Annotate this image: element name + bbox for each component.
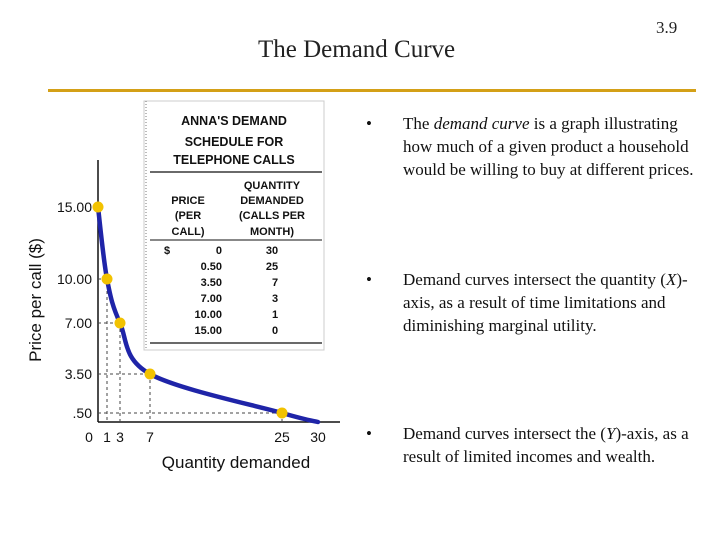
- y-tick-label: 10.00: [57, 271, 92, 287]
- quantity-header-line: (CALLS PER: [239, 210, 305, 222]
- y-tick-label: .50: [73, 405, 93, 421]
- bullet-text: Demand curves intersect the (: [403, 424, 606, 443]
- data-point: [276, 407, 288, 419]
- bullet-item: • The demand curve is a graph illustratin…: [366, 112, 706, 181]
- table-quantity-cell: 7: [272, 277, 278, 289]
- quantity-header-line: DEMANDED: [240, 195, 304, 207]
- bullet-marker: •: [366, 270, 372, 289]
- table-price-cell: 15.00: [194, 325, 222, 337]
- table-border: [143, 100, 325, 351]
- x-tick-label: 1: [103, 429, 111, 445]
- bullet-emphasis: demand curve: [433, 114, 530, 133]
- x-tick-label: 3: [116, 429, 124, 445]
- bullet-emphasis: X: [665, 270, 677, 289]
- bullet-text: is a graph illustrating how much of a gi…: [403, 114, 694, 179]
- y-tick-labels: 15.00 10.00 7.00 3.50 .50: [57, 199, 92, 421]
- data-point: [114, 317, 126, 329]
- x-tick-label: 30: [310, 429, 326, 445]
- table-price-cell: 0: [216, 245, 222, 257]
- table-quantity-cell: 1: [272, 309, 278, 321]
- bullet-text: )-axis, as a result of time limitations …: [403, 270, 688, 335]
- table-title-line: TELEPHONE CALLS: [173, 153, 295, 167]
- demand-curve-chart: ANNA'S DEMAND SCHEDULE FOR TELEPHONE CAL…: [26, 100, 340, 472]
- slide-number: 3.9: [656, 18, 678, 37]
- bullet-emphasis: Y: [605, 424, 616, 443]
- bullet-marker: •: [366, 424, 372, 443]
- demand-schedule-table: ANNA'S DEMAND SCHEDULE FOR TELEPHONE CAL…: [143, 100, 325, 351]
- bullet-item: • Demand curves intersect the (Y)-axis, a…: [366, 422, 706, 468]
- price-header-line: PRICE: [171, 195, 205, 207]
- bullet-text: Demand curves intersect the quantity (: [403, 270, 666, 289]
- data-point: [144, 368, 156, 380]
- table-price-cell: 7.00: [201, 293, 222, 305]
- table-quantity-cell: 30: [266, 245, 278, 257]
- bullet-item: • Demand curves intersect the quantity (X…: [366, 268, 706, 337]
- bullet-text: )-axis, as a result of limited incomes a…: [403, 424, 689, 466]
- y-tick-label: 3.50: [65, 366, 92, 382]
- bullet-marker: •: [366, 114, 372, 133]
- slide-title: The Demand Curve: [258, 36, 456, 63]
- quantity-header-line: QUANTITY: [244, 180, 301, 192]
- x-tick-labels: 0 1 3 7 25 30: [85, 429, 326, 445]
- table-price-cell: 0.50: [201, 261, 222, 273]
- table-quantity-cell: 0: [272, 325, 278, 337]
- quantity-header-line: MONTH): [250, 226, 294, 238]
- y-axis-label: Price per call ($): [26, 238, 45, 362]
- y-tick-label: 15.00: [57, 199, 92, 215]
- table-title-line: ANNA'S DEMAND: [181, 114, 287, 128]
- table-price-cell: 10.00: [194, 309, 222, 321]
- y-tick-label: 7.00: [65, 315, 92, 331]
- data-point: [101, 273, 113, 285]
- x-axis-label: Quantity demanded: [162, 453, 310, 472]
- table-quantity-cell: 25: [266, 261, 278, 273]
- price-header-line: CALL): [172, 226, 205, 238]
- data-points: [92, 201, 288, 419]
- x-tick-label: 25: [274, 429, 290, 445]
- x-tick-label: 7: [146, 429, 154, 445]
- data-point: [92, 201, 104, 213]
- table-price-cell: 3.50: [201, 277, 222, 289]
- title-divider: [48, 89, 696, 92]
- bullet-text: The: [403, 114, 434, 133]
- currency-symbol: $: [164, 245, 170, 257]
- price-header-line: (PER: [175, 210, 201, 222]
- x-tick-label: 0: [85, 429, 93, 445]
- table-quantity-cell: 3: [272, 293, 278, 305]
- table-title-line: SCHEDULE FOR: [185, 135, 284, 149]
